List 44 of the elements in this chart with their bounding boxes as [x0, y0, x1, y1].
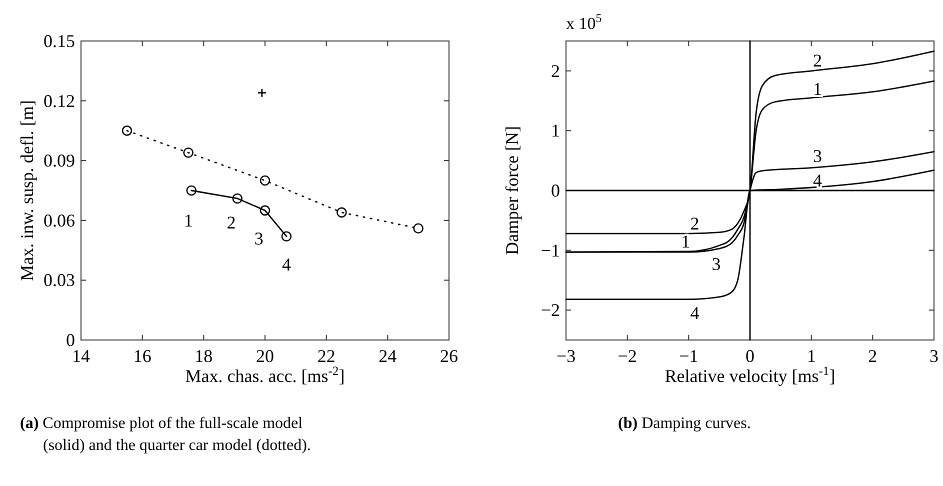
- annotation: 1: [812, 78, 822, 99]
- y-tick-label: −1: [540, 240, 560, 260]
- annotation: 4: [282, 254, 291, 274]
- y-tick-label: 1: [551, 120, 560, 141]
- x-tick-label: 20: [256, 346, 274, 366]
- annotation: 1: [184, 210, 193, 230]
- x-tick-label: 14: [72, 346, 90, 366]
- x-tick-label: 26: [440, 346, 458, 366]
- annotation: 1: [681, 231, 690, 252]
- x-tick-label: 24: [378, 346, 397, 366]
- text: (b) Damping curves.: [618, 415, 751, 432]
- y-tick-label: −2: [540, 300, 560, 320]
- annotation: 4: [690, 303, 700, 324]
- x-tick-label: 16: [133, 346, 152, 366]
- x-tick-label: −1: [679, 346, 698, 366]
- annotation: 3: [254, 228, 264, 248]
- x-tick-label: 2: [868, 346, 878, 366]
- annotation: 3: [712, 254, 721, 274]
- annotation: 3: [812, 146, 822, 166]
- annotation: 2: [812, 50, 822, 71]
- x-tick-label: 22: [317, 346, 336, 366]
- y-tick-label: 0.15: [44, 31, 75, 51]
- y-tick-label: 0: [551, 180, 560, 200]
- y-tick-label: 2: [551, 60, 560, 81]
- x-axis-title: Relative velocity [ms$^{-1}$]: [664, 364, 836, 386]
- y-tick-label: 0.12: [44, 90, 75, 111]
- text: (a) Compromise plot of the full-scale model (solid) and the quarter car model (dotted).: [20, 415, 311, 454]
- x-tick-label: 18: [194, 346, 213, 366]
- annotation: 4: [812, 170, 822, 190]
- x-tick-label: −2: [618, 346, 637, 366]
- y-axis-title: Max. inw. susp. defl. [m]: [17, 100, 37, 281]
- y-tick-label: 0.09: [44, 150, 75, 171]
- y-tick-label: 0.03: [44, 270, 75, 290]
- y-tick-label: 0.06: [44, 210, 75, 230]
- y-axis-title: Damper force [N]: [502, 126, 522, 255]
- annotation: 2: [690, 213, 700, 234]
- x-axis-title: Max. chas. acc. [ms$^{-2}$]: [185, 364, 345, 386]
- x-tick-label: 0: [746, 346, 754, 366]
- x-tick-label: −3: [556, 346, 576, 366]
- text: x 10$^{5}$: [566, 11, 602, 33]
- annotation: 2: [226, 212, 236, 232]
- x-tick-label: 1: [806, 346, 816, 366]
- y-tick-label: 0: [66, 330, 75, 350]
- x-tick-label: 3: [930, 346, 938, 366]
